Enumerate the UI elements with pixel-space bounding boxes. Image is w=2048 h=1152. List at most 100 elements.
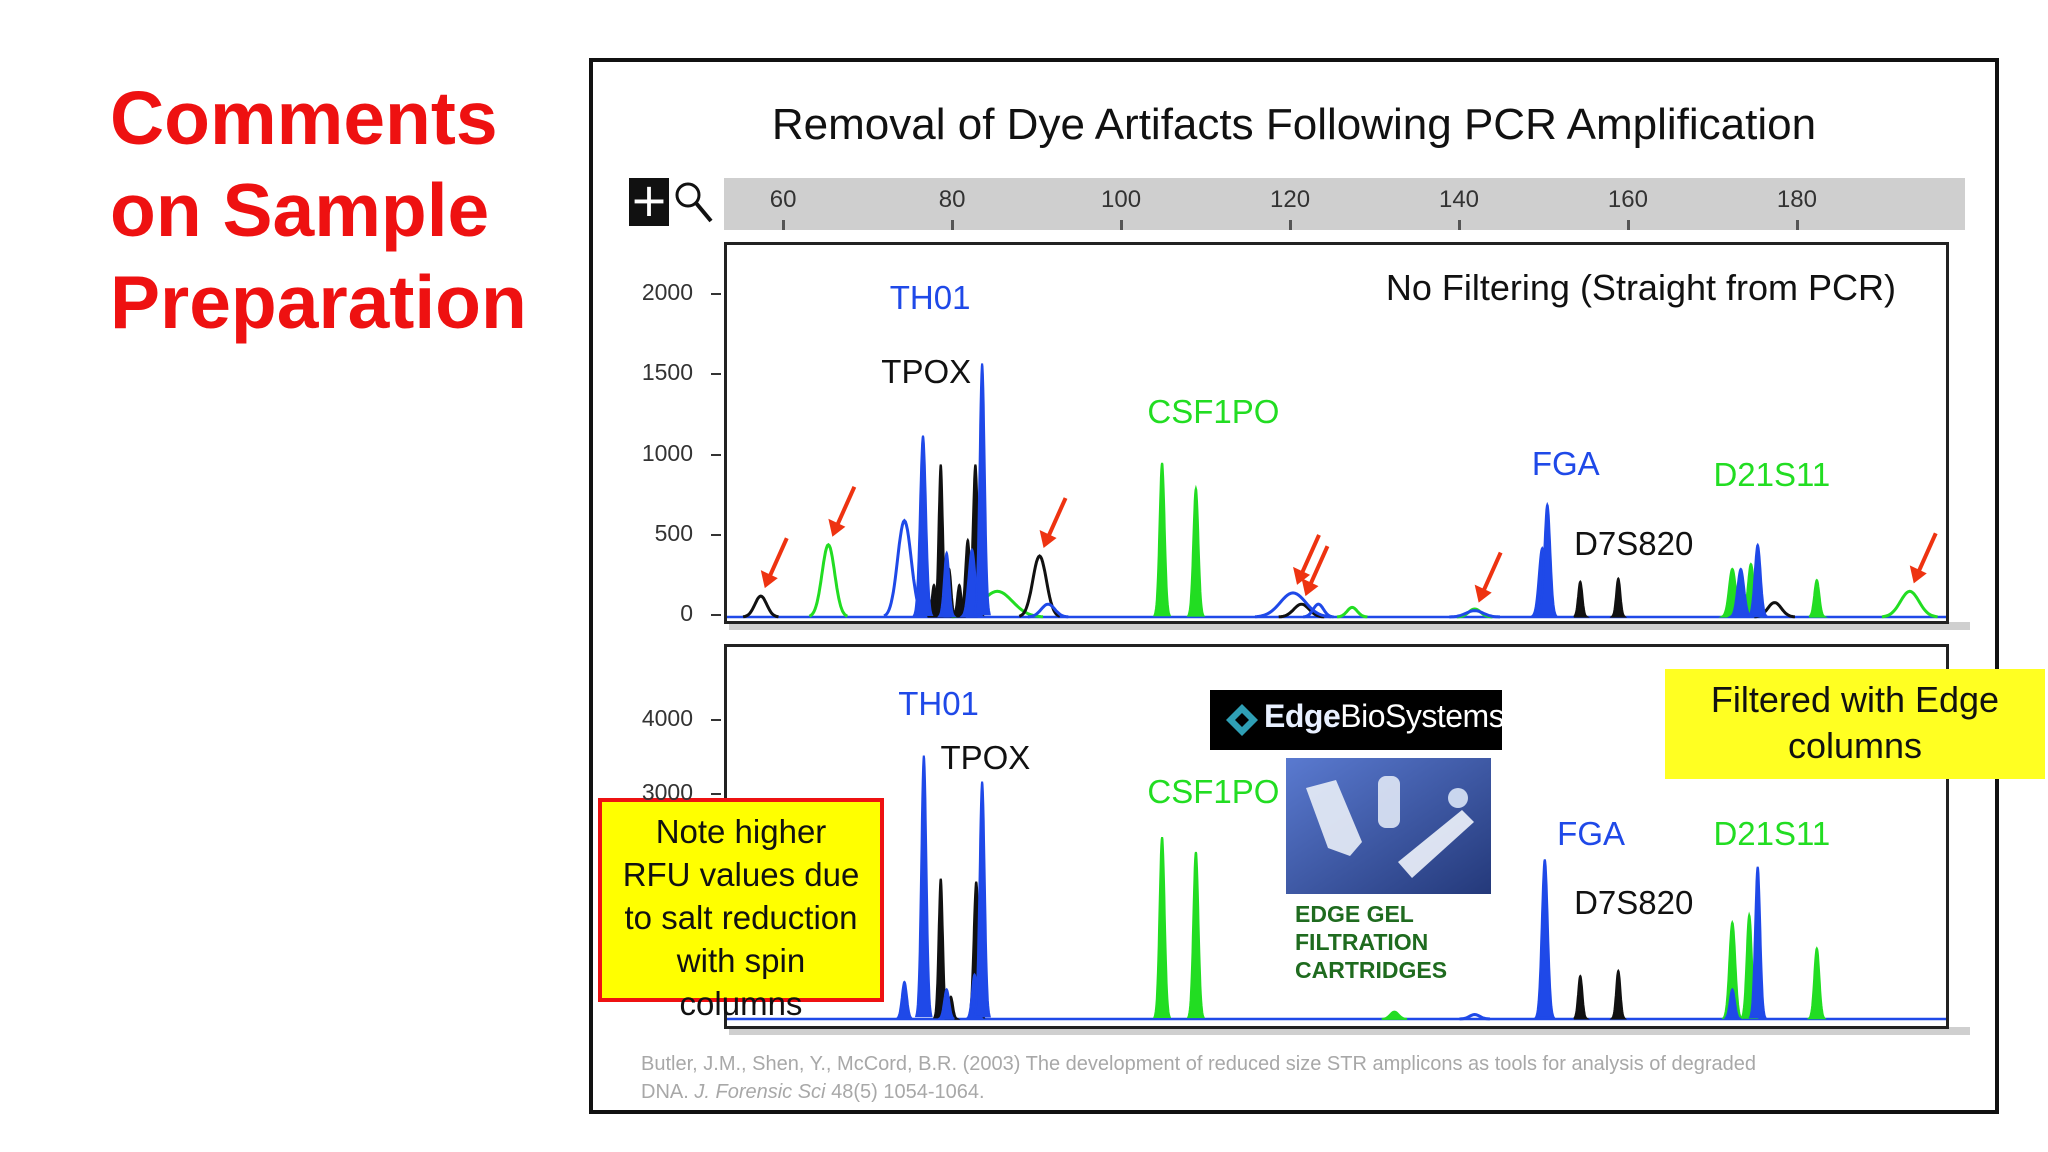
logo-brand-bold: Edge	[1264, 698, 1341, 734]
magnifier-icon[interactable]	[671, 178, 715, 226]
note-line: columns	[679, 985, 803, 1022]
blue-peak	[1534, 859, 1556, 1019]
x-tick-mark	[782, 220, 786, 230]
peak-label: D7S820	[1574, 524, 1694, 562]
y-tick-label: 3000	[641, 779, 693, 806]
y-tick-label: 0	[680, 600, 693, 626]
x-tick-label: 120	[1270, 186, 1311, 213]
panel-shadow	[729, 622, 1970, 630]
x-tick-label: 60	[769, 186, 797, 213]
black-peak	[1609, 576, 1628, 618]
green-peak	[808, 542, 848, 618]
citation-line: Butler, J.M., Shen, Y., McCord, B.R. (20…	[641, 1053, 1757, 1075]
green-peak	[1808, 578, 1828, 618]
rfu-note-box: Note higher RFU values due to salt reduc…	[598, 798, 884, 1022]
artifact-arrow	[1039, 497, 1068, 549]
peak-label: D21S11	[1713, 455, 1831, 493]
slide-title: Comments on Sample Preparation	[110, 72, 580, 348]
blue-peak	[1727, 567, 1755, 618]
cartridge-label-line: FILTRATION	[1295, 929, 1429, 955]
blue-peak	[1302, 602, 1334, 619]
artifact-arrow	[1301, 545, 1330, 597]
artifact-arrow	[1474, 551, 1503, 603]
trace-canvas	[727, 755, 1946, 1021]
y-tick-label: 500	[654, 519, 693, 546]
x-tick-label: 80	[938, 186, 966, 213]
x-tick-label: 140	[1438, 186, 1480, 213]
slide-title-line: Preparation	[110, 260, 527, 344]
black-peak	[1573, 974, 1590, 1020]
black-peak	[1609, 968, 1628, 1020]
peak-label: FGA	[1531, 444, 1600, 482]
peak-label: TPOX	[940, 739, 1031, 777]
peak-label: TH01	[898, 685, 979, 723]
peak-label: CSF1PO	[1147, 773, 1280, 811]
x-tick-label: 160	[1607, 186, 1648, 213]
x-tick-mark	[1120, 220, 1124, 230]
panel-caption: No Filtering (Straight from PCR)	[1385, 267, 1896, 308]
blue-peak	[1745, 542, 1770, 618]
cartridge-label-line: EDGE GEL	[1295, 901, 1414, 927]
figure-title: Removal of Dye Artifacts Following PCR A…	[771, 100, 1817, 149]
slide-title-line: on Sample	[110, 168, 490, 252]
note-line: Note higher	[655, 813, 827, 850]
artifact-arrow	[828, 485, 857, 537]
x-tick-mark	[951, 220, 955, 230]
blue-peak	[1536, 501, 1558, 617]
edge-biosystems-logo: EdgeBioSystems	[1210, 690, 1505, 750]
y-tick-mark	[711, 293, 721, 296]
green-peak	[1881, 589, 1938, 619]
filtered-caption-box: Filtered with Edge columns	[1665, 669, 2045, 779]
y-tick-mark	[711, 533, 721, 536]
cartridge-label: EDGE GEL FILTRATION CARTRIDGES	[1295, 900, 1447, 984]
citation: Butler, J.M., Shen, Y., McCord, B.R. (20…	[641, 1050, 1981, 1106]
unfiltered-panel: No Filtering (Straight from PCR) TH01 TPO…	[724, 242, 1949, 624]
blue-peak	[973, 781, 991, 1018]
green-peak	[1153, 837, 1172, 1018]
x-tick-label: 180	[1776, 186, 1817, 213]
blue-peak	[1724, 987, 1744, 1020]
citation-journal: J. Forensic Sci	[694, 1081, 826, 1103]
green-peak	[1336, 605, 1368, 619]
black-peak	[1278, 602, 1325, 619]
x-tick-mark	[1289, 220, 1293, 230]
cartridge-label-line: CARTRIDGES	[1295, 957, 1448, 983]
peak-label: FGA	[1557, 815, 1626, 852]
green-peak	[1186, 484, 1206, 617]
y-tick-label: 4000	[641, 705, 693, 732]
x-tick-mark	[1795, 220, 1799, 230]
logo-text: EdgeBioSystems	[1264, 698, 1505, 735]
y-tick-label: 1000	[641, 439, 693, 466]
blue-peak	[896, 980, 913, 1020]
blue-peak	[1449, 609, 1500, 619]
y-tick-label: 2000	[641, 279, 693, 306]
blue-peak	[914, 755, 933, 1018]
y-tick-label: 1500	[641, 359, 693, 386]
y-tick-mark	[711, 719, 721, 722]
y-tick-mark	[711, 793, 721, 796]
blue-peak	[1027, 602, 1069, 619]
blue-peak	[935, 987, 955, 1020]
black-peak	[1573, 580, 1590, 618]
blue-peak	[937, 550, 957, 618]
edge-logo-icon	[1226, 704, 1258, 736]
x-tick-mark	[1458, 220, 1461, 230]
electropherogram-figure: Removal of Dye Artifacts Following PCR A…	[589, 58, 2045, 1114]
cartridge-photo	[1286, 758, 1491, 894]
artifact-arrow	[760, 537, 789, 589]
panel-shadow	[729, 1027, 1970, 1035]
green-peak	[1806, 946, 1827, 1020]
peak-label: D21S11	[1713, 815, 1831, 852]
blue-peak	[1254, 591, 1332, 619]
green-peak	[1721, 919, 1744, 1019]
citation-line: DNA. J. Forensic Sci 48(5) 1054-1064.	[641, 1078, 1981, 1106]
blue-peak	[1748, 866, 1767, 1019]
peak-label: D7S820	[1574, 884, 1694, 921]
green-peak	[1186, 851, 1205, 1019]
green-peak	[1381, 1010, 1408, 1020]
trace-canvas	[727, 363, 1946, 619]
note-line: RFU values due	[622, 856, 860, 893]
blue-peak	[1459, 1012, 1491, 1021]
peak-label: CSF1PO	[1147, 393, 1280, 431]
plus-icon[interactable]: +	[629, 173, 669, 227]
